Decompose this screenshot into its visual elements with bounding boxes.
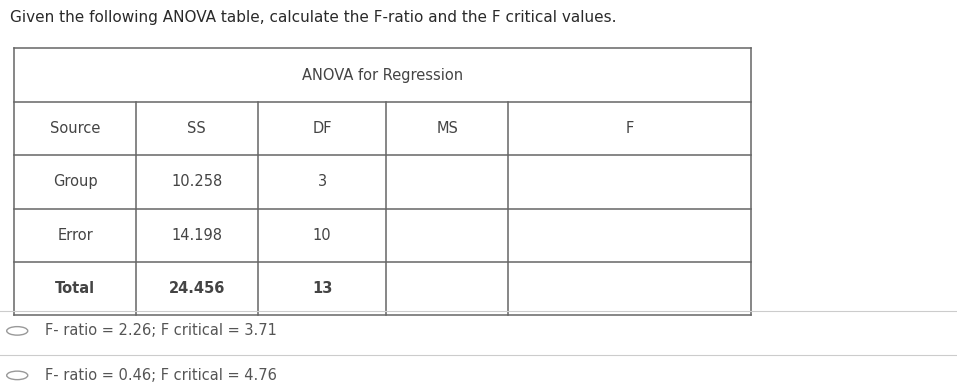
Text: Group: Group [53, 175, 98, 189]
Text: 13: 13 [312, 281, 332, 296]
Text: F- ratio = 0.46; F critical = 4.76: F- ratio = 0.46; F critical = 4.76 [45, 368, 277, 383]
Text: Given the following ANOVA table, calculate the F-ratio and the F critical values: Given the following ANOVA table, calcula… [10, 10, 616, 25]
Text: Error: Error [57, 228, 93, 243]
Text: 14.198: 14.198 [171, 228, 222, 243]
Text: ANOVA for Regression: ANOVA for Regression [302, 68, 463, 82]
Text: MS: MS [436, 121, 458, 136]
Text: F: F [626, 121, 634, 136]
Text: SS: SS [188, 121, 206, 136]
Text: 10.258: 10.258 [171, 175, 222, 189]
Text: 10: 10 [313, 228, 331, 243]
Text: Total: Total [56, 281, 95, 296]
Text: DF: DF [312, 121, 332, 136]
Text: 24.456: 24.456 [168, 281, 225, 296]
Text: Source: Source [50, 121, 100, 136]
Text: F- ratio = 2.26; F critical = 3.71: F- ratio = 2.26; F critical = 3.71 [45, 324, 277, 338]
Text: 3: 3 [318, 175, 326, 189]
